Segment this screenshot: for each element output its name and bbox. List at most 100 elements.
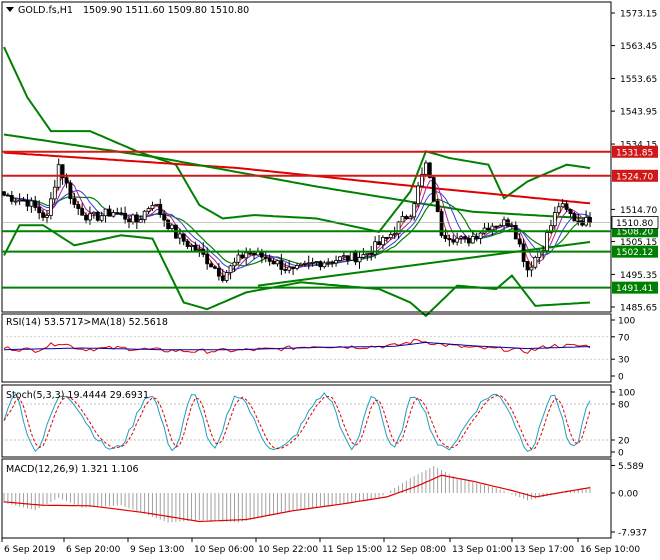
candle-body [228, 265, 233, 274]
time-tick-label: 16 Sep 10:00 [580, 545, 640, 555]
level-label-1508.20: 1508.20 [616, 228, 653, 238]
candle-body [236, 254, 241, 263]
candle-body [338, 256, 342, 261]
macd-tick-label: -7.937 [618, 529, 647, 539]
time-tick-label: 10 Sep 22:00 [258, 545, 318, 555]
candle-body [72, 198, 77, 205]
candle-body [365, 252, 370, 255]
macd-signal-line [3, 474, 591, 523]
candle-body [439, 211, 444, 236]
macd-header: MACD(12,26,9) 1.321 1.106 [6, 464, 139, 475]
candle-body [205, 253, 210, 265]
candle-body [533, 256, 538, 268]
candle-body [431, 177, 436, 202]
stoch-panel[interactable]: 100 80 20 0 Stoch(5,3,3) 19.4444 29.6931 [1, 384, 635, 459]
bollinger-upper-line [3, 46, 591, 234]
rsi-tick-label: 30 [618, 356, 630, 366]
candle-body [142, 210, 147, 221]
ohlc-header: 1509.90 1511.60 1509.80 1510.80 [83, 5, 249, 16]
candle-body [470, 236, 475, 244]
candle-body [193, 244, 198, 251]
candle-body [154, 203, 159, 206]
candle-body [545, 232, 549, 252]
candle-body [568, 209, 573, 215]
main-price-axis: 1573.15 1563.45 1553.65 1543.95 1534.15 1514.… [611, 10, 657, 314]
price-tick-label: 1514.70 [620, 206, 657, 216]
candle-body [115, 212, 120, 215]
candle-body [248, 252, 253, 255]
candle-body [84, 214, 88, 221]
candle-body [213, 266, 217, 269]
candle-body [21, 199, 26, 202]
candle-body [580, 220, 585, 226]
candle-body [13, 200, 18, 203]
stoch-tick-label: 20 [618, 437, 630, 447]
candle-body [408, 216, 413, 220]
level-label-box-1502.12 [612, 245, 658, 258]
moving-average-red-line [3, 151, 591, 205]
candle-body [384, 237, 389, 239]
candle-body [404, 216, 409, 220]
candle-body [103, 208, 108, 217]
price-tick-label: 1543.95 [620, 108, 657, 118]
candle-body [45, 215, 49, 218]
candle-body [224, 272, 229, 281]
collapse-triangle-icon[interactable] [6, 7, 14, 12]
stoch-tick-label: 80 [618, 401, 630, 411]
level-label-1524.70: 1524.70 [616, 172, 653, 182]
candle-body [64, 177, 69, 184]
candle-body [177, 233, 182, 239]
candle-body [388, 234, 393, 239]
candle-body [99, 215, 104, 221]
candle-body [123, 212, 128, 220]
time-tick-label: 11 Sep 15:00 [322, 545, 382, 555]
candle-body [17, 199, 22, 202]
main-plot [2, 46, 592, 318]
main-panel[interactable]: 1573.15 1563.45 1553.65 1543.95 1534.15 1514.… [1, 1, 659, 318]
candle-body [494, 225, 499, 228]
candle-body [490, 225, 495, 231]
candle-body [232, 261, 237, 267]
candle-body [361, 254, 366, 258]
macd-panel[interactable]: 5.589 0.00 -7.937 MACD(12,26,9) 1.321 1.10… [1, 458, 647, 539]
candle-body [349, 251, 354, 261]
price-tick-label: 1553.65 [620, 75, 657, 85]
candle-body [60, 164, 65, 179]
candle-body [330, 261, 335, 264]
candle-body [400, 216, 405, 223]
candle-body [424, 162, 428, 175]
moving-average-green-line [3, 133, 591, 220]
candle-body [552, 212, 557, 227]
candle-body [310, 261, 315, 264]
candle-body [564, 203, 569, 210]
candle-body [240, 254, 245, 259]
candle-body [341, 255, 346, 258]
candle-body [271, 260, 276, 265]
candle-body [150, 204, 155, 209]
candle-body [459, 236, 463, 239]
candle-body [162, 214, 167, 221]
macd-tick-label: 5.589 [618, 462, 644, 472]
rsi-panel[interactable]: 100 70 30 0 RSI(14) 53.5717 ->MA(18) 52.561… [1, 313, 635, 383]
candle-body [119, 212, 124, 215]
candle-body [302, 262, 307, 265]
price-tick-label: 1485.65 [620, 304, 657, 314]
candle-body [576, 220, 581, 223]
candle-body [392, 233, 397, 236]
candle-body [107, 208, 112, 217]
candle-body [95, 211, 100, 221]
price-tick-label: 1495.35 [620, 271, 657, 281]
time-tick-label: 13 Sep 01:00 [452, 545, 512, 555]
candle-body [131, 214, 135, 223]
candle-body [529, 266, 534, 271]
candle-body [556, 206, 561, 213]
candle-body [170, 224, 174, 229]
time-tick-label: 6 Sep 20:00 [66, 545, 121, 555]
candle-body [91, 211, 96, 215]
candle-body [197, 248, 202, 251]
candle-body [486, 227, 491, 231]
candle-body [299, 263, 303, 266]
candle-body [506, 219, 510, 227]
candle-body [279, 260, 284, 270]
